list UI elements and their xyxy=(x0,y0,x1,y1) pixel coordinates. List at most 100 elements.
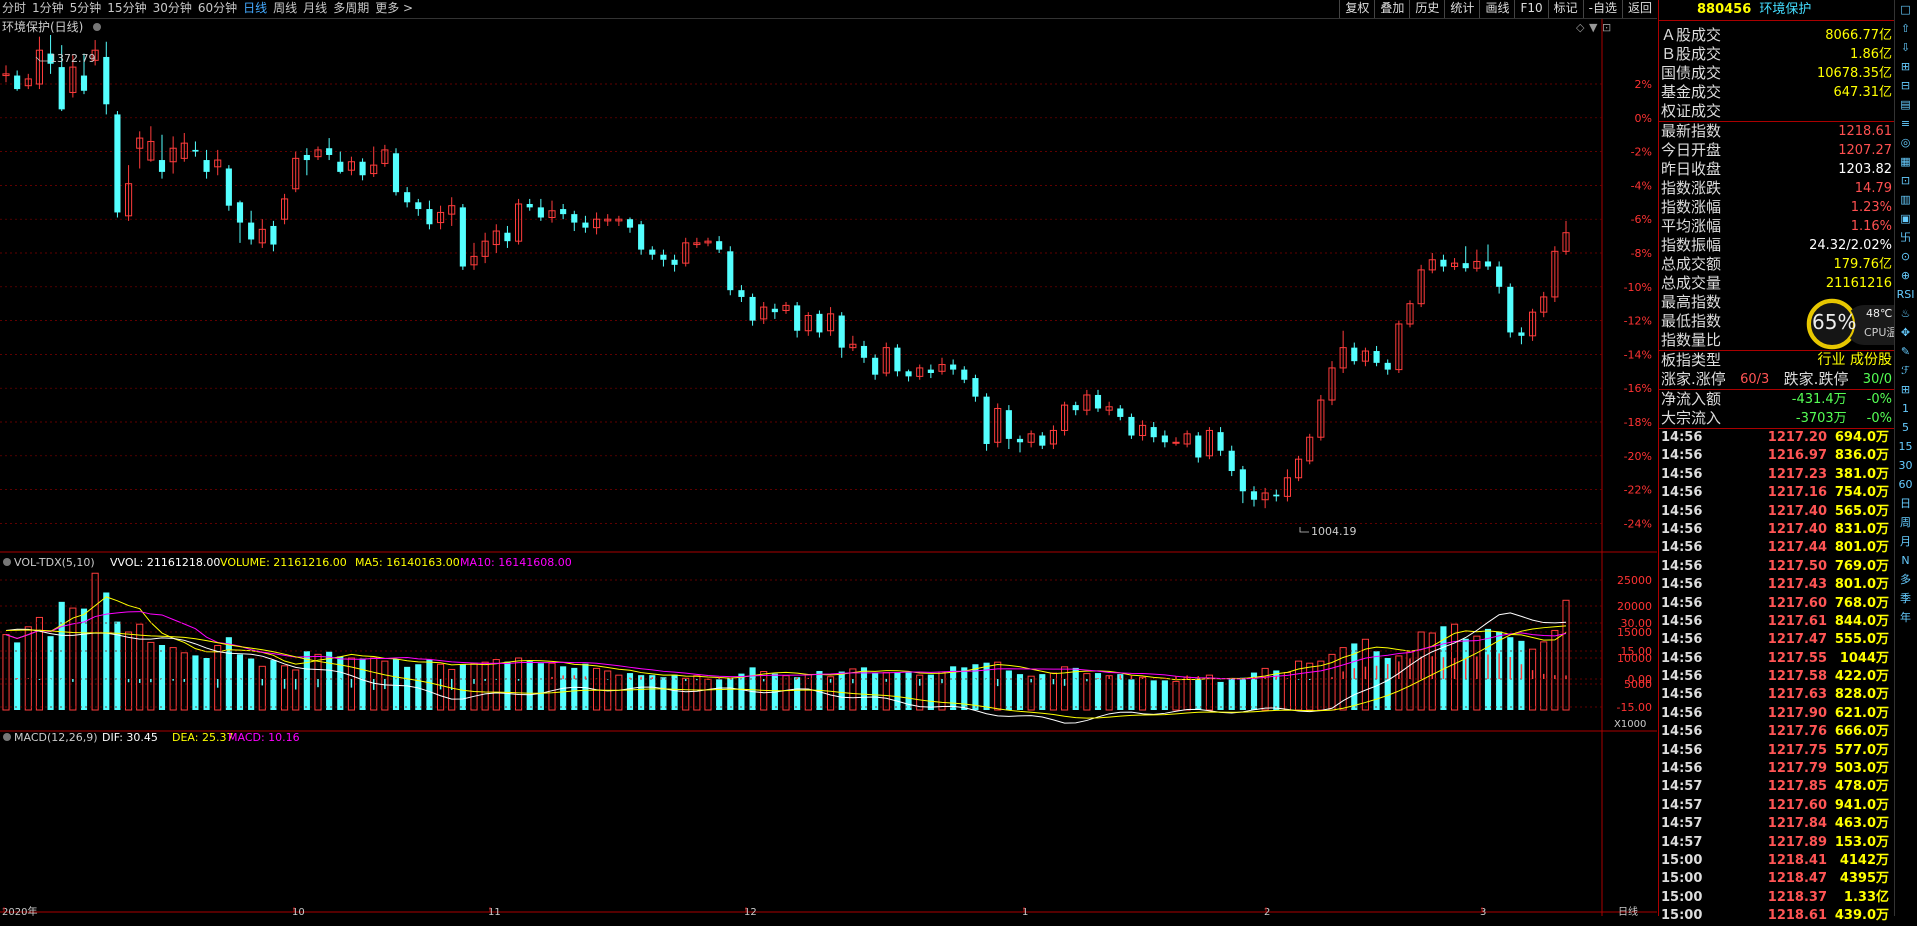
sidebar-tool-icon-18[interactable]: ✎ xyxy=(1900,345,1911,358)
sidebar-tool-icon-19[interactable]: ℱ xyxy=(1901,364,1910,377)
index-stat-label: 指数量比 xyxy=(1661,331,1722,349)
sidebar-tool-icon-17[interactable]: ✥ xyxy=(1900,326,1911,339)
tick-price: 1218.61 xyxy=(1767,908,1827,924)
sidebar-tool-icon-14[interactable]: ⊕ xyxy=(1900,269,1911,282)
sidebar-tool-icon-12[interactable]: 卐 xyxy=(1900,231,1911,244)
volume-bar xyxy=(180,652,188,711)
candle-body xyxy=(1328,367,1336,401)
chart-area[interactable]: 2% 0% -2% -4% -6% -8% -10% -12% -14% -16% -18% -20%… xyxy=(0,19,1657,918)
tool-button-7[interactable]: -自选 xyxy=(1582,0,1622,18)
candle-body xyxy=(381,149,389,164)
candle-body xyxy=(1406,303,1414,325)
sidebar-tool-icon-28[interactable]: 月 xyxy=(1900,535,1911,548)
timeframe-5[interactable]: 60分钟 xyxy=(197,1,238,15)
sidebar-tool-icon-4[interactable]: ⊟ xyxy=(1900,79,1911,92)
sidebar-tool-icon-11[interactable]: ▣ xyxy=(1900,212,1911,225)
candle-body xyxy=(359,161,366,176)
sidebar-tool-icon-5[interactable]: ▤ xyxy=(1900,98,1911,111)
candle-body xyxy=(548,210,556,219)
timeframe-10[interactable]: 更多 > xyxy=(375,1,414,15)
sidebar-tool-icon-9[interactable]: ⊡ xyxy=(1900,174,1911,187)
pct-tick-label: -22% xyxy=(1624,484,1652,497)
sidebar-tool-icon-0[interactable]: □ xyxy=(1900,3,1911,16)
sidebar-tool-icon-21[interactable]: 1 xyxy=(1902,402,1909,415)
market-value: 647.31亿 xyxy=(1833,85,1893,100)
sidebar-tool-icon-3[interactable]: ⊞ xyxy=(1900,60,1911,73)
volume-tick-label: 20000 xyxy=(1617,600,1652,613)
sidebar-tool-icon-6[interactable]: ≡ xyxy=(1900,117,1911,130)
candle-body xyxy=(604,218,612,222)
sidebar-tool-icon-16[interactable]: ♨ xyxy=(1900,307,1911,320)
tool-button-4[interactable]: 画线 xyxy=(1479,0,1514,18)
sidebar-tool-icon-32[interactable]: 年 xyxy=(1900,611,1911,624)
timeframe-7[interactable]: 周线 xyxy=(273,1,298,15)
board-type-value[interactable]: 行业 成份股 xyxy=(1817,352,1892,368)
timeframe-0[interactable]: 分时 xyxy=(2,1,27,15)
tool-button-8[interactable]: 返回 xyxy=(1621,0,1657,18)
tool-button-2[interactable]: 历史 xyxy=(1409,0,1444,18)
volume-bar xyxy=(827,676,835,711)
candle-body xyxy=(1428,259,1436,271)
sidebar-tool-icon-25[interactable]: 60 xyxy=(1898,478,1913,491)
sidebar-tool-icon-13[interactable]: ⊙ xyxy=(1900,250,1911,263)
sidebar-tool-icon-22[interactable]: 5 xyxy=(1902,421,1909,434)
volume-bar xyxy=(1105,675,1113,711)
pct-tick-label: -24% xyxy=(1624,517,1652,530)
sidebar-tool-icon-30[interactable]: 多 xyxy=(1900,573,1911,586)
candle-body xyxy=(203,160,210,172)
quote-panel: 880456 环境保护 Ａ股成交 8066.77亿 Ｂ股成交 1.86亿 国债成交 106… xyxy=(1658,0,1894,923)
tool-button-1[interactable]: 叠加 xyxy=(1374,0,1409,18)
volume-bar xyxy=(927,674,934,710)
sidebar-tool-icon-31[interactable]: 季 xyxy=(1900,592,1911,605)
volume-bar xyxy=(14,642,21,710)
tick-list[interactable]: 14:56 1217.20 694.0万 14:56 1216.97 836.0万 14:5… xyxy=(1659,429,1894,926)
volume-bar xyxy=(80,608,88,710)
kline-chart-svg[interactable]: 2% 0% -2% -4% -6% -8% -10% -12% -14% -16% -18% -20%… xyxy=(0,19,1657,918)
sidebar-tool-icon-27[interactable]: 周 xyxy=(1900,516,1911,529)
candle-body xyxy=(1529,311,1537,337)
x-date-label: 11 xyxy=(488,907,501,916)
timeframe-4[interactable]: 30分钟 xyxy=(152,1,192,15)
sidebar-tool-icon-2[interactable]: ⇩ xyxy=(1900,41,1911,54)
sidebar-tool-icon-7[interactable]: ◎ xyxy=(1900,136,1911,149)
market-row: Ａ股成交 8066.77亿 xyxy=(1659,26,1894,45)
tick-volume: 666.0万 xyxy=(1834,724,1889,740)
candle-body xyxy=(192,149,199,152)
sidebar-tool-icon-10[interactable]: ▥ xyxy=(1900,193,1911,206)
sidebar-tool-icon-8[interactable]: ▦ xyxy=(1900,155,1911,168)
volume-bar xyxy=(849,668,857,711)
sidebar-tool-icon-29[interactable]: N xyxy=(1901,554,1910,567)
tick-volume: 768.0万 xyxy=(1834,595,1889,611)
stock-name[interactable]: 环境保护 xyxy=(1759,2,1812,17)
timeframe-9[interactable]: 多周期 xyxy=(333,1,370,15)
timeframe-8[interactable]: 月线 xyxy=(303,1,328,15)
candle-body xyxy=(716,241,723,250)
volume-bar xyxy=(1361,638,1369,711)
tool-button-0[interactable]: 复权 xyxy=(1339,0,1374,18)
timeframe-1[interactable]: 1分钟 xyxy=(32,1,64,15)
timeframe-3[interactable]: 15分钟 xyxy=(107,1,147,15)
flow-row: 净流入额 -431.4万 -0% xyxy=(1659,390,1894,409)
tick-volume: 844.0万 xyxy=(1834,613,1889,629)
tick-volume: 801.0万 xyxy=(1834,540,1889,556)
sidebar-tool-icon-23[interactable]: 15 xyxy=(1898,440,1913,453)
timeframe-6[interactable]: 日线 xyxy=(243,1,268,15)
tool-button-3[interactable]: 统计 xyxy=(1444,0,1479,18)
pct-tick-label: 0% xyxy=(1635,112,1652,125)
timeframe-2[interactable]: 5分钟 xyxy=(69,1,102,15)
macd-tick-label: 15.00 xyxy=(1621,645,1653,658)
candle-body xyxy=(2,73,10,77)
sidebar-tool-icon-15[interactable]: RSI xyxy=(1896,288,1915,301)
candle-body xyxy=(1484,261,1492,267)
sidebar-tool-icon-1[interactable]: ⇧ xyxy=(1900,22,1911,35)
vol-ma5: MA5: 16140163.00 xyxy=(355,556,460,569)
tool-button-5[interactable]: F10 xyxy=(1514,0,1547,18)
sidebar-tool-icon-24[interactable]: 30 xyxy=(1898,459,1913,472)
tool-button-6[interactable]: 标记 xyxy=(1547,0,1583,18)
volume-bar xyxy=(136,623,144,711)
volume-bar xyxy=(782,675,790,711)
sidebar-tool-icon-26[interactable]: 日 xyxy=(1900,497,1911,510)
sidebar-tool-icon-20[interactable]: ⊞ xyxy=(1900,383,1911,396)
vol-vvol: VVOL: 21161218.00 xyxy=(110,556,220,569)
market-value: 10678.35亿 xyxy=(1816,66,1892,81)
